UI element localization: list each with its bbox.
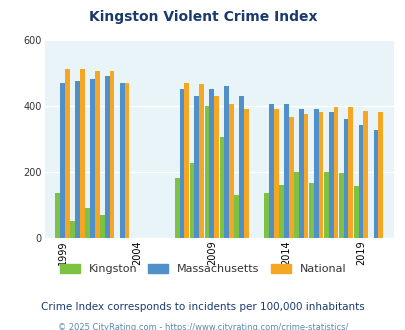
- Bar: [308, 183, 313, 238]
- Bar: [373, 130, 377, 238]
- Bar: [85, 208, 90, 238]
- Bar: [264, 193, 269, 238]
- Bar: [353, 186, 358, 238]
- Bar: [90, 79, 94, 238]
- Bar: [298, 109, 303, 238]
- Bar: [328, 112, 333, 238]
- Bar: [55, 193, 60, 238]
- Bar: [243, 109, 248, 238]
- Bar: [194, 96, 199, 238]
- Bar: [214, 96, 218, 238]
- Bar: [362, 111, 367, 238]
- Bar: [303, 114, 308, 238]
- Bar: [219, 137, 224, 238]
- Bar: [239, 96, 243, 238]
- Bar: [174, 178, 179, 238]
- Bar: [228, 104, 233, 238]
- Bar: [94, 71, 99, 238]
- Bar: [234, 195, 239, 238]
- Bar: [284, 104, 288, 238]
- Bar: [109, 71, 114, 238]
- Bar: [199, 84, 204, 238]
- Bar: [377, 112, 382, 238]
- Bar: [119, 82, 124, 238]
- Bar: [80, 69, 84, 238]
- Bar: [124, 82, 129, 238]
- Bar: [60, 82, 65, 238]
- Bar: [358, 125, 362, 238]
- Bar: [100, 214, 104, 238]
- Bar: [347, 107, 352, 238]
- Bar: [224, 86, 228, 238]
- Bar: [338, 173, 343, 238]
- Bar: [279, 185, 284, 238]
- Text: © 2025 CityRating.com - https://www.cityrating.com/crime-statistics/: © 2025 CityRating.com - https://www.city…: [58, 323, 347, 330]
- Bar: [269, 104, 273, 238]
- Bar: [204, 106, 209, 238]
- Bar: [104, 76, 109, 238]
- Bar: [184, 82, 189, 238]
- Bar: [179, 89, 184, 238]
- Legend: Kingston, Massachusetts, National: Kingston, Massachusetts, National: [55, 259, 350, 279]
- Text: Crime Index corresponds to incidents per 100,000 inhabitants: Crime Index corresponds to incidents per…: [41, 302, 364, 312]
- Text: Kingston Violent Crime Index: Kingston Violent Crime Index: [89, 10, 316, 24]
- Bar: [65, 69, 70, 238]
- Bar: [293, 172, 298, 238]
- Bar: [209, 89, 214, 238]
- Bar: [343, 119, 347, 238]
- Bar: [75, 81, 80, 238]
- Bar: [333, 107, 337, 238]
- Bar: [189, 163, 194, 238]
- Bar: [273, 109, 278, 238]
- Bar: [70, 221, 75, 238]
- Bar: [288, 117, 293, 238]
- Bar: [313, 109, 318, 238]
- Bar: [318, 112, 323, 238]
- Bar: [323, 172, 328, 238]
